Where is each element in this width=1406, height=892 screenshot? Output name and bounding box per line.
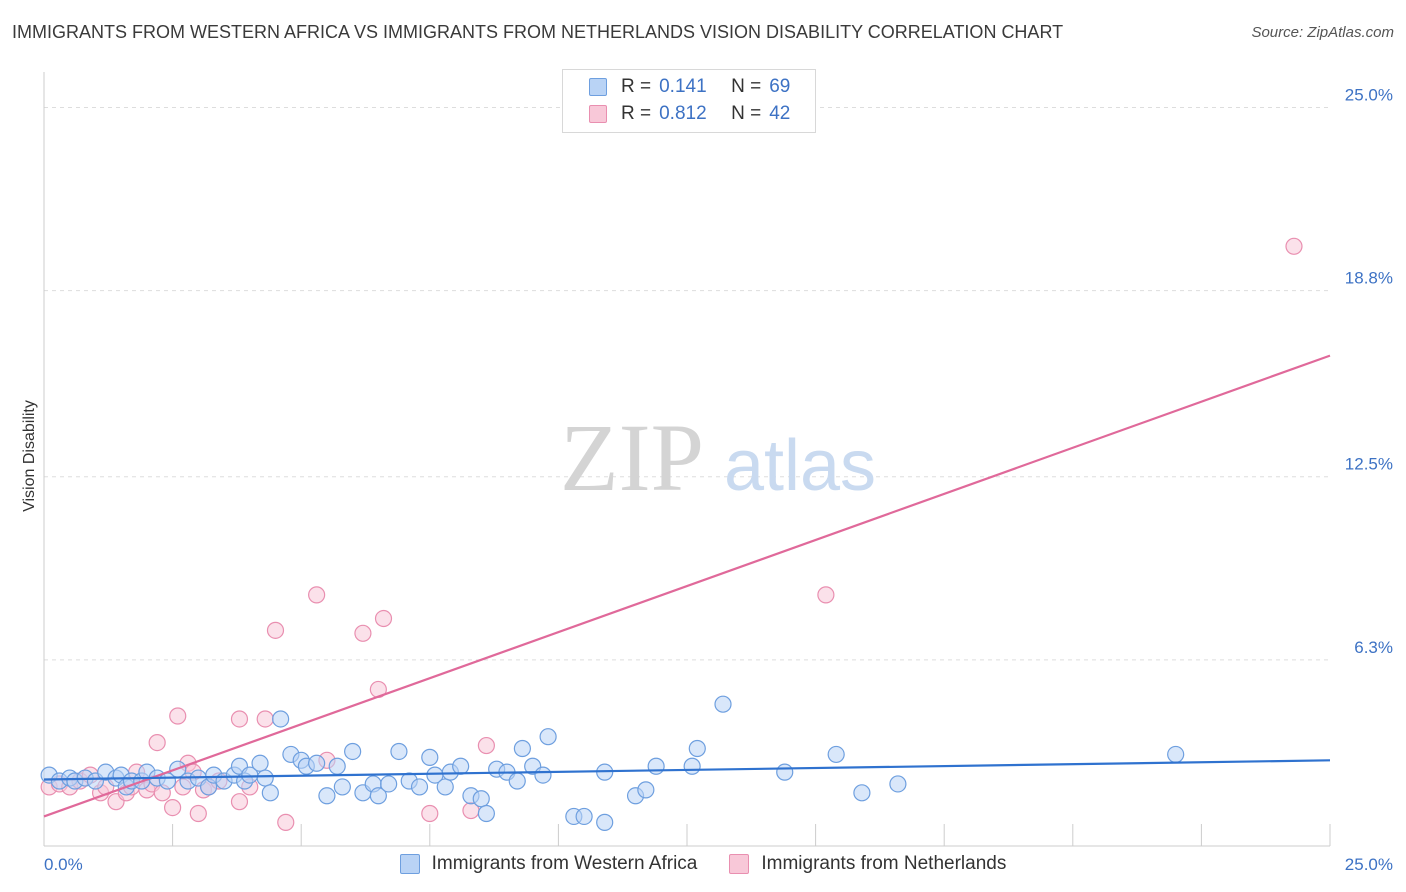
blue-swatch-icon <box>399 854 420 874</box>
n-label: N = <box>731 76 762 97</box>
western-africa-point <box>688 739 706 758</box>
legend-item-western-africa: Immigrants from Western Africa <box>399 853 698 875</box>
netherlands-point <box>169 707 187 725</box>
pink-swatch-icon <box>729 854 750 874</box>
western-africa-point <box>853 784 871 802</box>
n-label: N = <box>731 103 762 124</box>
r-value: 0.141 <box>659 76 707 97</box>
watermark-zip: ZIP <box>560 404 704 511</box>
western-africa-points <box>40 695 1185 831</box>
western-africa-point <box>318 787 336 805</box>
netherlands-point <box>817 586 835 604</box>
western-africa-point <box>714 695 732 713</box>
netherlands-point <box>230 710 249 728</box>
netherlands-point <box>189 804 207 823</box>
x-tick-label: 25.0% <box>1345 855 1393 874</box>
blue-swatch-icon <box>589 78 607 96</box>
y-tick-label: 6.3% <box>1354 638 1393 657</box>
western-africa-point <box>472 790 490 808</box>
western-africa-point <box>534 766 552 784</box>
western-africa-point <box>647 757 665 775</box>
western-africa-point <box>344 742 362 761</box>
western-africa-point <box>1167 745 1185 764</box>
netherlands-point <box>277 813 295 831</box>
western-africa-point <box>539 728 557 746</box>
y-tick-label: 12.5% <box>1345 455 1393 474</box>
y-tick-label: 18.8% <box>1345 269 1393 288</box>
n-value: 42 <box>769 103 791 124</box>
netherlands-point <box>374 609 393 628</box>
western-africa-point <box>390 742 408 761</box>
series-legend: Immigrants from Western Africa Immigrant… <box>0 852 1406 876</box>
netherlands-point <box>354 624 372 642</box>
western-africa-point <box>308 754 326 772</box>
x-tick-label: 0.0% <box>44 855 83 874</box>
western-africa-point <box>776 763 794 781</box>
western-africa-point <box>421 748 439 766</box>
netherlands-point <box>308 586 326 604</box>
western-africa-trend-line <box>43 759 1331 781</box>
western-africa-point <box>452 757 470 775</box>
netherlands-point <box>148 734 166 752</box>
western-africa-point <box>256 769 274 787</box>
netherlands-point <box>256 710 274 728</box>
western-africa-point <box>410 778 429 796</box>
pink-swatch-icon <box>589 105 607 123</box>
netherlands-point <box>164 798 182 817</box>
legend-row-western-africa: R = 0.141 N = 69 <box>589 75 790 99</box>
netherlands-point <box>266 621 285 639</box>
western-africa-point <box>477 804 495 823</box>
western-africa-point <box>513 739 531 758</box>
western-africa-point <box>333 778 351 796</box>
r-label: R = <box>621 76 652 97</box>
r-label: R = <box>621 103 652 124</box>
western-africa-point <box>889 775 907 793</box>
western-africa-point <box>575 807 593 826</box>
western-africa-point <box>272 710 290 728</box>
western-africa-point <box>827 745 845 764</box>
western-africa-point <box>251 754 269 772</box>
correlation-legend: R = 0.141 N = 69 R = 0.812 N = 42 <box>562 69 816 133</box>
source-label: Source: ZipAtlas.com <box>1251 24 1394 41</box>
western-africa-point <box>380 775 398 793</box>
legend-label-netherlands: Immigrants from Netherlands <box>761 853 1007 874</box>
legend-label-western-africa: Immigrants from Western Africa <box>431 853 698 874</box>
western-africa-point <box>369 787 387 805</box>
western-africa-point <box>328 757 346 775</box>
watermark: ZIP atlas <box>560 404 876 511</box>
western-africa-point <box>261 784 279 802</box>
y-tick-label: 25.0% <box>1345 85 1393 104</box>
western-africa-point <box>637 781 655 799</box>
netherlands-point <box>477 736 495 755</box>
netherlands-points <box>40 237 1303 831</box>
netherlands-trend-line <box>43 354 1331 818</box>
legend-row-netherlands: R = 0.812 N = 42 <box>589 102 790 126</box>
trend-lines <box>43 354 1331 818</box>
watermark-atlas: atlas <box>724 426 876 506</box>
axis-labels: 6.3% 12.5% 18.8% 25.0% 0.0% 25.0% Vision Disab… <box>21 85 1393 874</box>
y-axis-title: Vision Disability <box>21 400 38 512</box>
netherlands-point <box>1285 237 1303 255</box>
axes <box>43 72 1331 847</box>
n-value: 69 <box>769 76 791 97</box>
grid-lines <box>44 106 1330 661</box>
western-africa-point <box>683 757 701 775</box>
legend-item-netherlands: Immigrants from Netherlands <box>729 853 1006 875</box>
netherlands-point <box>421 804 439 823</box>
western-africa-point <box>436 778 454 796</box>
r-value: 0.812 <box>659 103 707 124</box>
western-africa-point <box>596 813 614 831</box>
chart-title: IMMIGRANTS FROM WESTERN AFRICA VS IMMIGR… <box>12 22 1064 42</box>
western-africa-point <box>508 772 526 790</box>
netherlands-point <box>230 793 249 811</box>
